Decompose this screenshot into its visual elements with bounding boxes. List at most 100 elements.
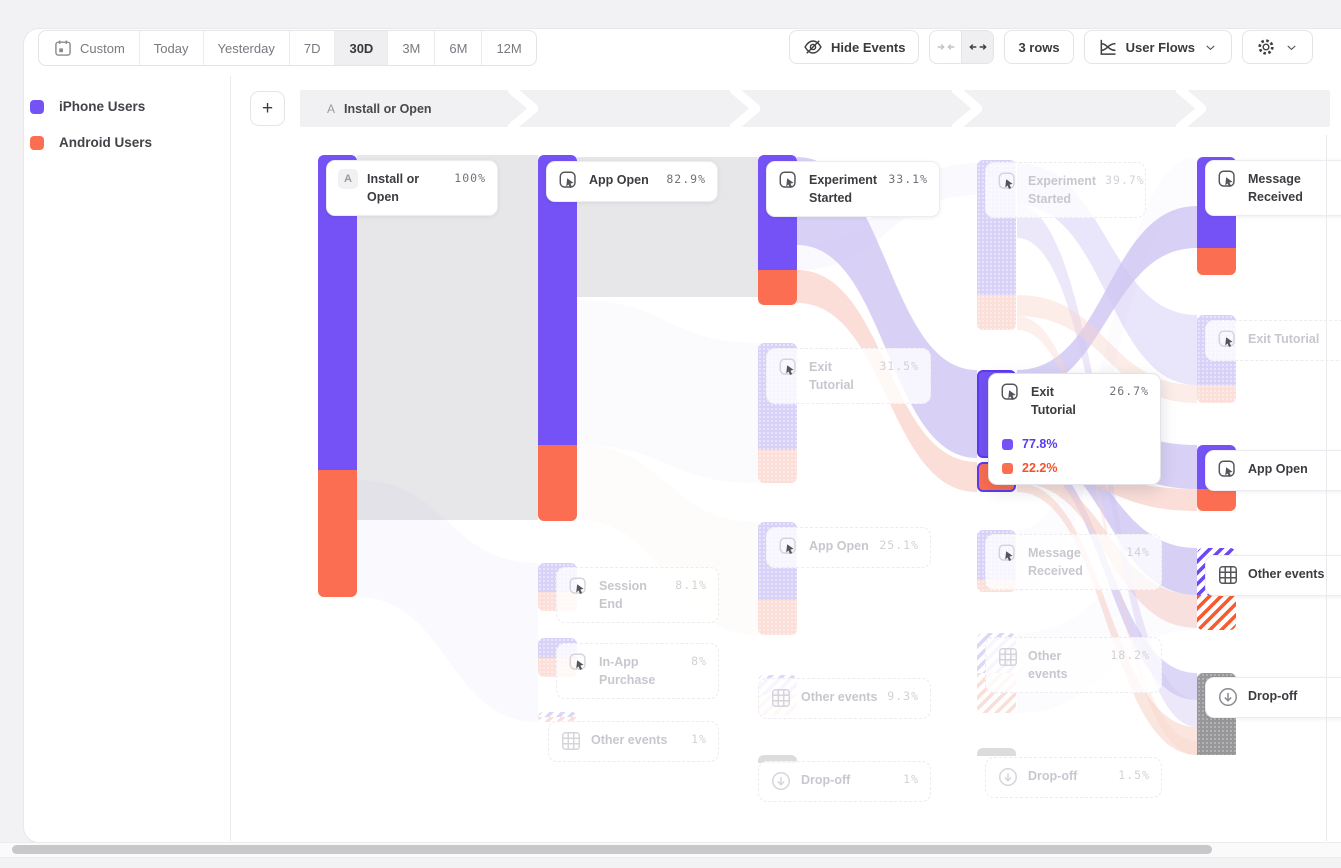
event-icon [779, 358, 796, 375]
node-card-exit-tutorial[interactable]: Exit Tutorial [1205, 320, 1341, 361]
node-card-exit-tutorial[interactable]: Exit Tutorial 26.7% 77.8% 22.2% [988, 373, 1161, 486]
step-letter-badge: A [338, 169, 358, 189]
node-label: Drop-off [1028, 769, 1078, 783]
node-card-other-events[interactable]: Other events 1% [548, 721, 719, 762]
other-events-grid-icon [772, 689, 790, 707]
flow-bar-install-or-open[interactable] [318, 470, 357, 597]
flow-link[interactable] [797, 157, 977, 458]
node-card-install-or-open[interactable]: A Install or Open 100% [326, 160, 498, 217]
flow-bar-experiment-started[interactable] [977, 295, 1016, 330]
flow-bar-exit-tutorial[interactable] [1197, 385, 1236, 403]
android-swatch [30, 135, 44, 150]
node-card-experiment-started[interactable]: Experiment Started 33.1% [766, 161, 940, 218]
tooltip-breakdown-row: 77.8% [1002, 437, 1149, 451]
node-percentage: 18.2% [1110, 648, 1150, 662]
collapse-columns-button[interactable] [930, 31, 961, 63]
node-percentage: 26.7% [1109, 384, 1149, 398]
date-range-group: Custom Today Yesterday 7D 30D 3M 6M 12M [38, 30, 537, 66]
date-range-today[interactable]: Today [138, 31, 203, 65]
horizontal-scrollbar-thumb[interactable] [12, 845, 1212, 854]
expand-columns-button[interactable] [961, 31, 994, 63]
node-label: Exit Tutorial [1031, 385, 1076, 418]
date-range-custom[interactable]: Custom [39, 31, 139, 65]
node-card-drop-off[interactable]: Drop-off 1.5% [985, 757, 1162, 798]
step-separator-chevron [952, 90, 982, 127]
node-card-other-events[interactable]: Other events [1205, 555, 1341, 596]
node-label: Other events [801, 690, 878, 704]
flow-link[interactable] [357, 480, 538, 722]
node-card-exit-tutorial[interactable]: Exit Tutorial 31.5% [766, 348, 931, 405]
flow-bar-app-open[interactable] [538, 155, 577, 445]
event-icon [1001, 383, 1018, 400]
user-flows-icon [1100, 39, 1116, 55]
add-step-button[interactable]: + [250, 91, 285, 126]
node-label: Install or Open [367, 172, 420, 205]
flow-bar-app-open[interactable] [758, 600, 797, 635]
node-card-app-open[interactable]: App Open [1205, 450, 1341, 491]
step-a-label[interactable]: A Install or Open [327, 101, 432, 116]
rows-count-button[interactable]: 3 rows [1004, 30, 1074, 64]
settings-button[interactable] [1242, 30, 1313, 64]
node-card-experiment-started[interactable]: Experiment Started 39.7% [985, 162, 1146, 219]
series-swatch [1002, 462, 1013, 474]
node-card-other-events[interactable]: Other events 9.3% [758, 678, 931, 719]
calendar-icon [55, 40, 71, 56]
node-label: Message Received [1028, 546, 1083, 579]
legend-item-android[interactable]: Android Users [30, 135, 152, 150]
node-card-other-events[interactable]: Other events 18.2% [985, 637, 1162, 694]
node-percentage: 31.5% [879, 359, 919, 373]
flow-link[interactable] [357, 155, 538, 520]
date-range-label: Custom [80, 40, 125, 56]
tooltip-breakdown: 77.8% 22.2% [1000, 437, 1149, 475]
event-icon [559, 171, 576, 188]
series-legend: iPhone Users Android Users [30, 99, 152, 150]
node-card-session-end[interactable]: Session End 8.1% [556, 567, 719, 624]
node-label: App Open [809, 539, 869, 553]
node-card-message-received[interactable]: Message Received 14% [985, 534, 1162, 591]
date-range-12m[interactable]: 12M [481, 31, 535, 65]
node-label: App Open [589, 173, 649, 187]
hide-events-button[interactable]: Hide Events [789, 30, 920, 64]
flow-link[interactable] [1017, 206, 1197, 392]
collapse-expand-toggle [929, 30, 995, 64]
flow-bar-exit-tutorial[interactable] [758, 450, 797, 483]
flow-bar-app-open[interactable] [1197, 489, 1236, 511]
legend-item-iphone[interactable]: iPhone Users [30, 99, 152, 114]
flow-bar-drop-off[interactable] [758, 755, 797, 763]
collapse-icon [937, 44, 955, 50]
node-card-in-app-purchase[interactable]: In-App Purchase 8% [556, 643, 719, 700]
horizontal-scrollbar-track[interactable] [0, 842, 1341, 858]
other-events-grid-icon [562, 732, 580, 750]
node-card-message-received[interactable]: Message Received [1205, 160, 1341, 217]
node-label: Exit Tutorial [1248, 332, 1320, 346]
flow-bar-app-open[interactable] [538, 445, 577, 521]
node-percentage: 25.1% [879, 538, 919, 552]
flow-bar-drop-off[interactable] [977, 748, 1016, 756]
view-selector-button[interactable]: User Flows [1083, 30, 1232, 64]
node-card-app-open[interactable]: App Open 82.9% [546, 161, 718, 202]
flow-bar-other-events[interactable] [1197, 595, 1236, 630]
date-range-3m[interactable]: 3M [387, 31, 434, 65]
chart-right-gutter [1326, 135, 1327, 841]
node-card-app-open[interactable]: App Open 25.1% [766, 527, 931, 568]
node-card-drop-off[interactable]: Drop-off 1% [758, 761, 931, 802]
date-range-yesterday[interactable]: Yesterday [202, 31, 289, 65]
date-range-7d[interactable]: 7D [288, 31, 335, 65]
date-range-30d[interactable]: 30D [334, 31, 388, 65]
flow-link[interactable] [1017, 163, 1197, 385]
flow-link[interactable] [577, 300, 758, 483]
event-icon [1218, 460, 1235, 477]
node-label: Experiment Started [1028, 174, 1097, 207]
flow-link[interactable] [1017, 483, 1197, 755]
flow-bar-experiment-started[interactable] [758, 270, 797, 305]
step-separator-chevron [730, 90, 760, 127]
chevron-down-icon [1287, 45, 1296, 50]
flow-bar-other-events[interactable] [538, 712, 577, 717]
node-percentage: 39.7% [1105, 173, 1145, 187]
flow-bar-message-received[interactable] [1197, 248, 1236, 275]
node-card-drop-off[interactable]: Drop-off [1205, 677, 1341, 718]
tooltip-breakdown-row: 22.2% [1002, 461, 1149, 475]
flow-bar-other-events[interactable] [538, 717, 577, 722]
date-range-6m[interactable]: 6M [434, 31, 481, 65]
drop-off-icon [999, 768, 1017, 786]
